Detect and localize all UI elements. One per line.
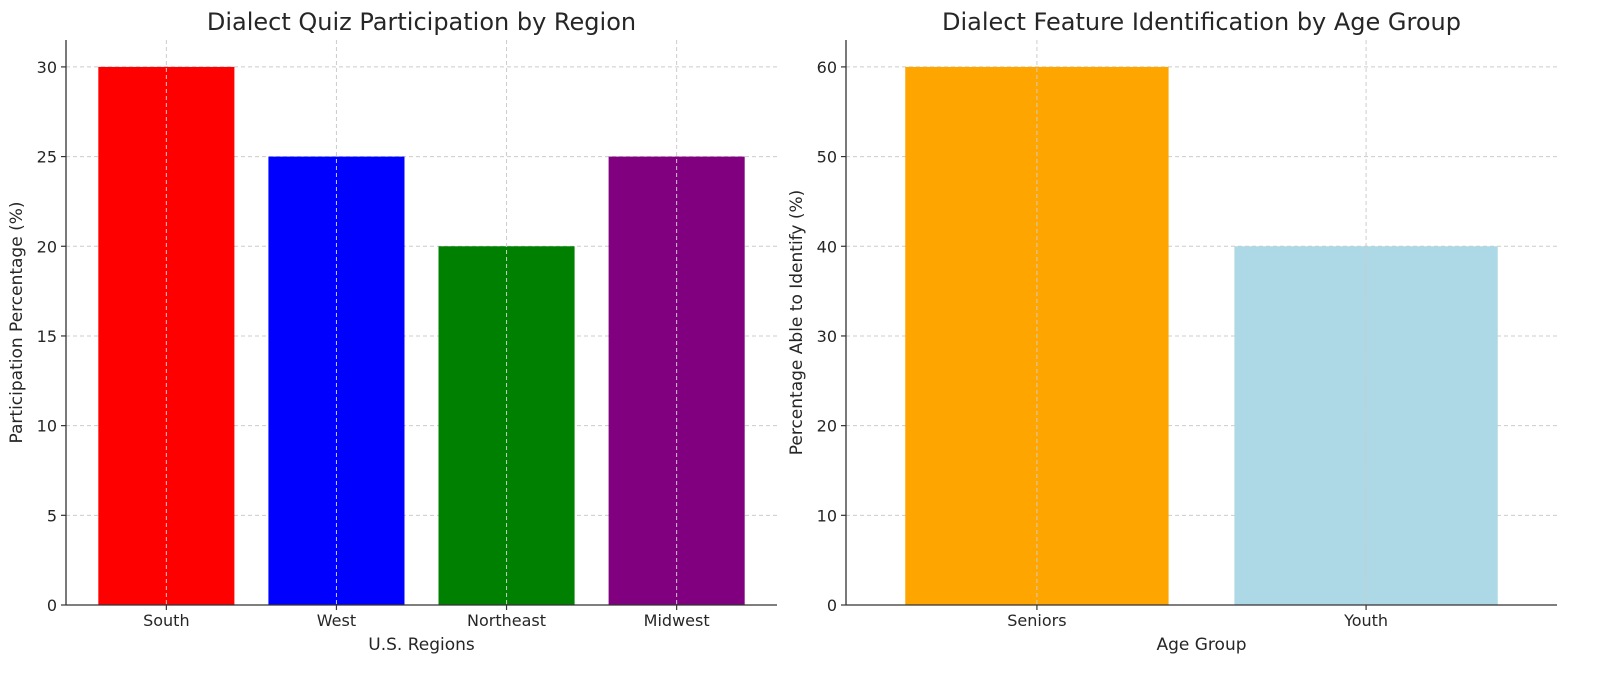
chart-2-ytick-label-0: 0 — [827, 596, 837, 615]
chart-1-xtick-label-midwest: Midwest — [644, 611, 710, 630]
chart-1-ylabel: Participation Percentage (%) — [7, 202, 27, 444]
chart-1-xtick-label-west: West — [317, 611, 356, 630]
chart-2-ytick-label-2: 20 — [817, 417, 837, 436]
chart-1-xtick-label-south: South — [143, 611, 190, 630]
chart-1-ytick-label-6: 30 — [37, 58, 57, 77]
chart-2-ytick-label-3: 30 — [817, 327, 837, 346]
chart-2-ytick-label-4: 40 — [817, 237, 837, 256]
chart-2-ytick-label-6: 60 — [817, 58, 837, 77]
chart-2-ytick-label-1: 10 — [817, 506, 837, 525]
chart-2-title: Dialect Feature Identification by Age Gr… — [942, 8, 1461, 36]
chart-1-title: Dialect Quiz Participation by Region — [207, 8, 636, 36]
chart-2-xtick-label-seniors: Seniors — [1007, 611, 1066, 630]
chart-1-xtick-label-northeast: Northeast — [467, 611, 546, 630]
chart-1-ytick-label-2: 10 — [37, 417, 57, 436]
chart-1-ytick-label-1: 5 — [47, 506, 57, 525]
chart-1: 0 5 10 15 20 25 30 South West Northeast Midwest Dia… — [7, 8, 777, 655]
chart-1-ytick-label-5: 25 — [37, 148, 57, 167]
chart-2: 0 10 20 30 40 50 60 Seniors Youth Dialect Feature… — [787, 8, 1557, 655]
chart-2-ylabel: Percentage Able to Identify (%) — [787, 190, 807, 456]
chart-2-xtick-label-youth: Youth — [1343, 611, 1388, 630]
chart-1-ytick-label-4: 20 — [37, 237, 57, 256]
chart-1-xlabel: U.S. Regions — [368, 635, 475, 655]
chart-2-ytick-label-5: 50 — [817, 148, 837, 167]
chart-1-ytick-label-0: 0 — [47, 596, 57, 615]
chart-1-ytick-label-3: 15 — [37, 327, 57, 346]
chart-2-xlabel: Age Group — [1156, 635, 1246, 655]
